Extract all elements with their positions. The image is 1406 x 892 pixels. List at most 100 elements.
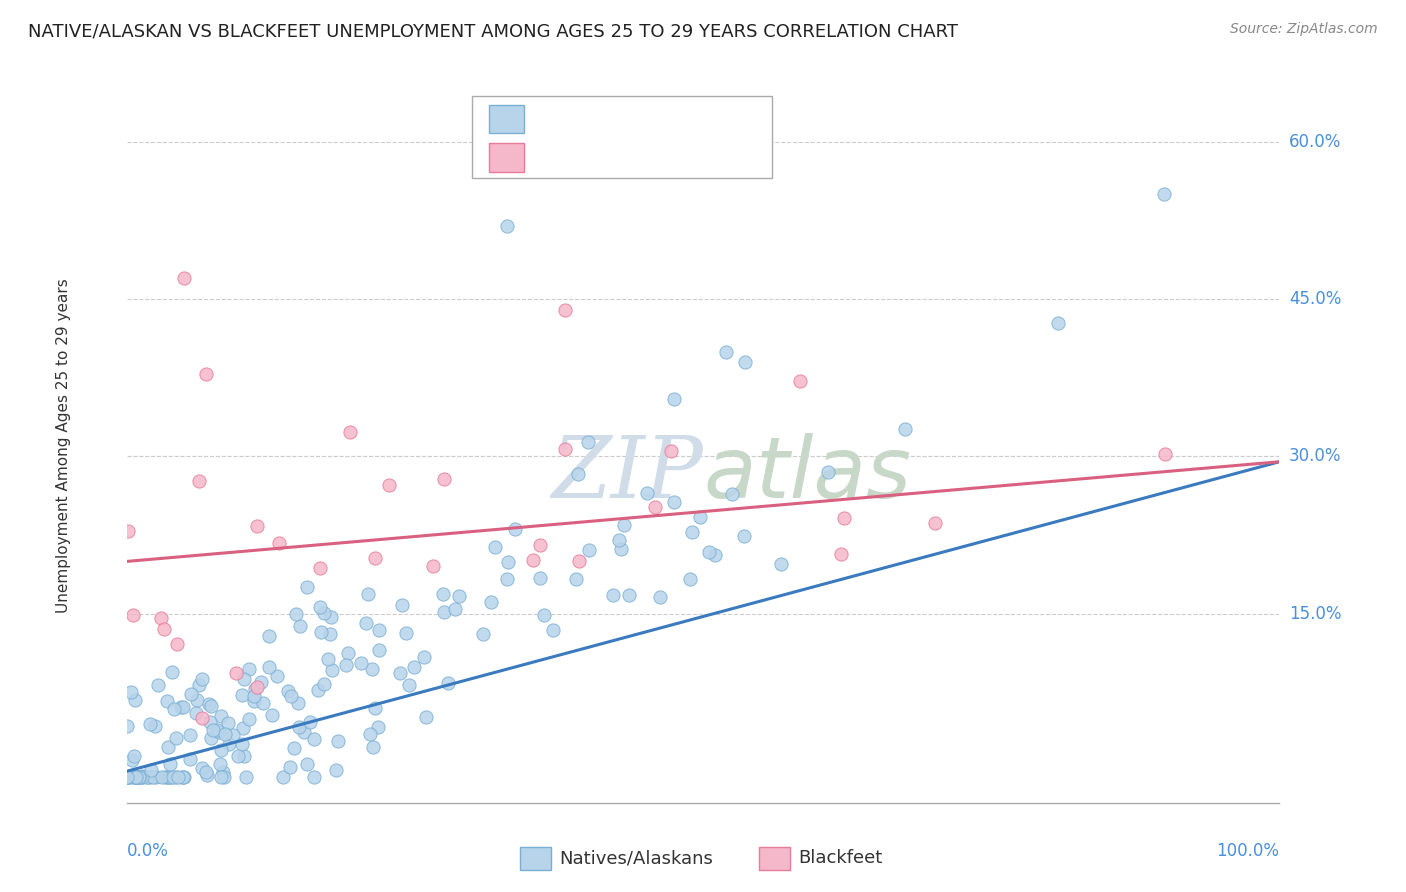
- Point: [404, 660, 426, 674]
- Point: [271, 770, 294, 784]
- Point: [209, 743, 232, 757]
- Point: [195, 367, 218, 381]
- Point: [617, 589, 640, 603]
- Text: 0.0%: 0.0%: [127, 842, 169, 860]
- Point: [152, 770, 174, 784]
- Point: [496, 572, 519, 586]
- Point: [131, 770, 153, 784]
- Point: [359, 727, 381, 741]
- Point: [1153, 187, 1175, 202]
- Point: [165, 731, 187, 745]
- Point: [367, 720, 389, 734]
- Point: [124, 770, 146, 784]
- Point: [704, 548, 727, 562]
- Point: [659, 444, 682, 458]
- Point: [533, 607, 555, 622]
- Point: [242, 694, 264, 708]
- Point: [607, 533, 630, 548]
- Point: [395, 625, 418, 640]
- Point: [368, 643, 391, 657]
- Point: [117, 524, 139, 538]
- Point: [173, 271, 195, 285]
- Point: [529, 570, 551, 584]
- Point: [139, 716, 162, 731]
- Point: [235, 770, 257, 784]
- Point: [121, 754, 143, 768]
- Point: [350, 656, 373, 670]
- Point: [567, 467, 589, 481]
- Point: [157, 740, 180, 755]
- Point: [218, 737, 240, 751]
- Text: Natives/Alaskans: Natives/Alaskans: [560, 849, 713, 867]
- Point: [173, 770, 195, 784]
- Point: [149, 611, 172, 625]
- Point: [644, 500, 666, 514]
- Point: [243, 681, 266, 696]
- Point: [377, 478, 399, 492]
- Point: [363, 551, 385, 566]
- Point: [432, 586, 454, 600]
- Point: [233, 748, 256, 763]
- Point: [190, 711, 212, 725]
- Point: [128, 770, 150, 784]
- Point: [924, 516, 946, 530]
- Point: [479, 595, 502, 609]
- Point: [197, 697, 219, 711]
- Point: [576, 435, 599, 450]
- Point: [124, 770, 146, 784]
- Point: [115, 770, 138, 784]
- Point: [205, 723, 228, 738]
- Point: [522, 553, 544, 567]
- Point: [529, 538, 551, 552]
- Point: [153, 622, 176, 636]
- Point: [650, 591, 672, 605]
- Point: [444, 602, 467, 616]
- Point: [307, 682, 329, 697]
- Point: [124, 770, 146, 784]
- Point: [714, 344, 737, 359]
- Point: [568, 554, 591, 568]
- Point: [172, 700, 194, 714]
- Point: [156, 694, 179, 708]
- Point: [136, 770, 159, 784]
- Point: [259, 659, 281, 673]
- Point: [449, 589, 471, 603]
- Point: [312, 677, 335, 691]
- Point: [231, 737, 253, 751]
- Point: [159, 757, 181, 772]
- Point: [471, 626, 494, 640]
- Point: [415, 710, 437, 724]
- Point: [299, 714, 322, 729]
- Text: R =  0.336   N = 29: R = 0.336 N = 29: [536, 149, 727, 167]
- Point: [662, 494, 685, 508]
- Text: R =  0.600   N = 181: R = 0.600 N = 181: [536, 110, 740, 128]
- Point: [129, 770, 152, 784]
- Point: [832, 511, 855, 525]
- Text: 45.0%: 45.0%: [1289, 290, 1341, 308]
- Point: [309, 599, 332, 614]
- Point: [388, 665, 411, 680]
- Point: [153, 770, 176, 784]
- Point: [186, 692, 208, 706]
- Point: [165, 770, 187, 784]
- Point: [187, 678, 209, 692]
- Point: [117, 770, 139, 784]
- Point: [200, 731, 222, 746]
- Point: [156, 770, 179, 784]
- Text: 60.0%: 60.0%: [1289, 133, 1341, 151]
- Point: [191, 672, 214, 686]
- Point: [337, 646, 360, 660]
- Point: [162, 770, 184, 784]
- Point: [689, 509, 711, 524]
- Point: [413, 650, 436, 665]
- Text: atlas: atlas: [703, 433, 911, 516]
- Point: [172, 770, 194, 784]
- Point: [662, 392, 685, 406]
- Point: [302, 731, 325, 746]
- Point: [554, 302, 576, 317]
- Point: [339, 425, 361, 439]
- Point: [115, 770, 138, 784]
- Point: [209, 709, 232, 723]
- Point: [249, 675, 271, 690]
- Point: [613, 517, 636, 532]
